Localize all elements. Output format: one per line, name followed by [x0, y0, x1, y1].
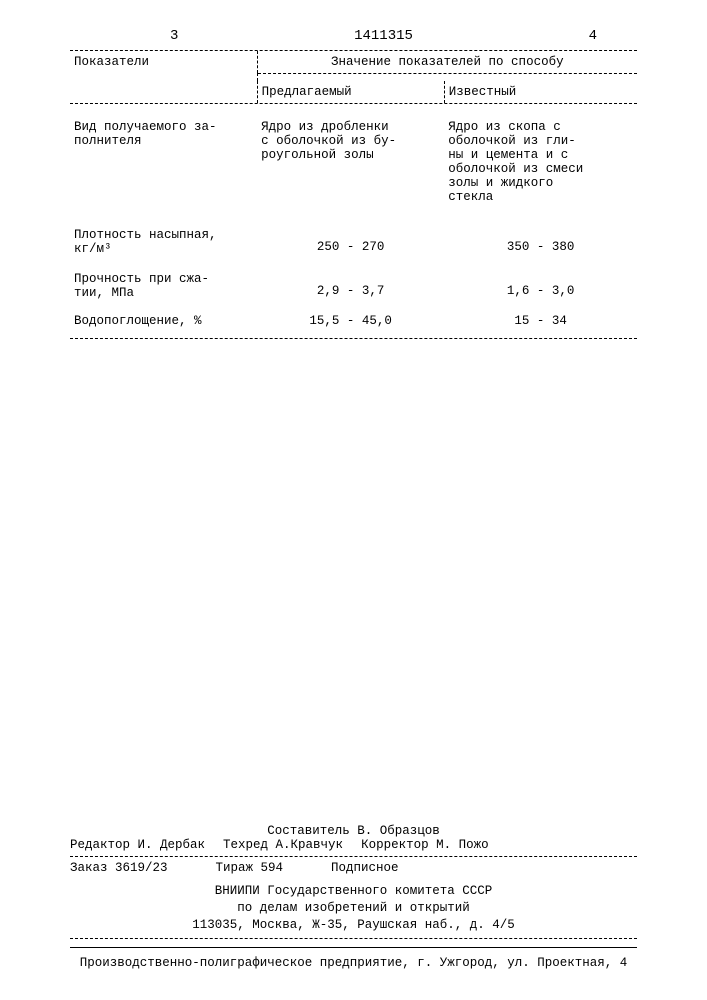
- row-value-a: Ядро из дробленки с оболочкой из бу- роу…: [257, 104, 444, 208]
- row-value-a: 250 - 270: [257, 208, 444, 260]
- table-row: Плотность насыпная, кг/м³ 250 - 270 350 …: [70, 208, 637, 260]
- subscription: Подписное: [331, 861, 399, 875]
- credits: Составитель В. Образцов Редактор И. Дерб…: [70, 824, 637, 852]
- footer-block: Составитель В. Образцов Редактор И. Дерб…: [70, 824, 637, 970]
- page: 3 1411315 4 Показатели Значение показате…: [0, 0, 707, 1000]
- print-run: Тираж 594: [216, 861, 284, 875]
- row-value-b: 1,6 - 3,0: [444, 260, 637, 304]
- table-row: Вид получаемого за- полнителя Ядро из др…: [70, 104, 637, 208]
- order-row: Заказ 3619/23 Тираж 594 Подписное: [70, 857, 637, 879]
- row-value-b: Ядро из скопа с оболочкой из гли- ны и ц…: [444, 104, 637, 208]
- proofreader: Корректор М. Пожо: [361, 838, 489, 852]
- row-label: Водопоглощение, %: [70, 304, 257, 332]
- table-row: Прочность при сжа- тии, МПа 2,9 - 3,7 1,…: [70, 260, 637, 304]
- table-bottom-rule: [70, 338, 637, 339]
- header-span: Значение показателей по способу: [257, 51, 637, 73]
- patent-number: 1411315: [354, 28, 413, 44]
- row-label: Вид получаемого за- полнителя: [70, 104, 257, 208]
- page-header: 3 1411315 4: [70, 28, 637, 44]
- data-table: Показатели Значение показателей по спосо…: [70, 51, 637, 339]
- editor: Редактор И. Дербак: [70, 838, 205, 852]
- printer-line: Производственно-полиграфическое предприя…: [70, 948, 637, 970]
- header-sub-rule: [258, 73, 637, 74]
- table-row: Водопоглощение, % 15,5 - 45,0 15 - 34: [70, 304, 637, 332]
- row-label: Прочность при сжа- тии, МПа: [70, 260, 257, 304]
- page-number-right: 4: [589, 28, 597, 44]
- table-header-rule-row: [70, 73, 637, 81]
- order-number: Заказ 3619/23: [70, 861, 168, 875]
- page-number-left: 3: [170, 28, 178, 44]
- compiler: Составитель В. Образцов: [267, 824, 440, 838]
- row-value-b: 350 - 380: [444, 208, 637, 260]
- table-header-row-1: Показатели Значение показателей по спосо…: [70, 51, 637, 73]
- table-header-row-2: Предлагаемый Известный: [70, 81, 637, 103]
- techred: Техред А.Кравчук: [223, 838, 343, 852]
- header-sub2: Известный: [444, 81, 637, 103]
- row-value-b: 15 - 34: [444, 304, 637, 332]
- header-sub1: Предлагаемый: [257, 81, 444, 103]
- imprint-line-2: по делам изобретений и открытий: [70, 900, 637, 917]
- row-label: Плотность насыпная, кг/м³: [70, 208, 257, 260]
- row-value-a: 15,5 - 45,0: [257, 304, 444, 332]
- imprint-line-1: ВНИИПИ Государственного комитета СССР: [70, 883, 637, 900]
- imprint: ВНИИПИ Государственного комитета СССР по…: [70, 879, 637, 938]
- table-bottom-rule-row: [70, 332, 637, 339]
- header-col1: Показатели: [70, 51, 257, 73]
- row-value-a: 2,9 - 3,7: [257, 260, 444, 304]
- imprint-line-3: 113035, Москва, Ж-35, Раушская наб., д. …: [70, 917, 637, 934]
